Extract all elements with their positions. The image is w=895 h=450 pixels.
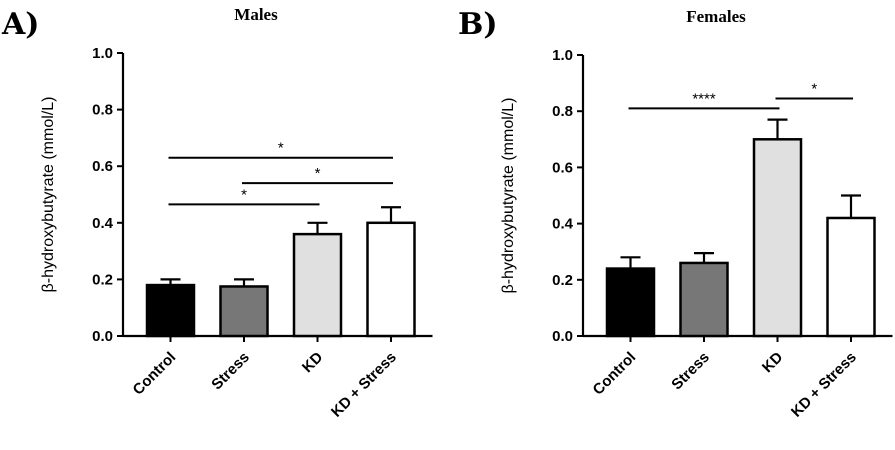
bar-3 [752, 138, 803, 338]
x-tick-label: Stress [208, 349, 252, 393]
y-tick-label: 0.0 [92, 328, 113, 345]
y-tick-label: 0.4 [92, 215, 114, 232]
y-tick-label: 1.0 [92, 45, 113, 62]
x-tick-label: KD + Stress [788, 349, 860, 421]
bar-2 [679, 261, 729, 338]
bar-4 [826, 216, 876, 338]
y-tick-label: 0.4 [552, 216, 574, 233]
bar-1 [605, 267, 656, 338]
y-tick-label: 1.0 [552, 47, 573, 64]
significance-label: **** [692, 90, 716, 107]
x-tick-label: KD [759, 349, 786, 376]
significance-label: * [241, 186, 247, 203]
y-tick-label: 0.6 [552, 159, 573, 176]
y-tick-label: 0.0 [552, 328, 573, 345]
y-tick-label: 0.2 [552, 272, 573, 289]
significance-label: * [315, 165, 321, 182]
panel-letter: B) [458, 7, 498, 42]
bar-1 [145, 283, 196, 338]
x-tick-label: KD [299, 349, 326, 376]
chart-title: Males [234, 5, 278, 24]
y-tick-label: 0.8 [552, 103, 573, 120]
y-axis-label: β-hydroxybutyrate (mmol/L) [40, 97, 57, 293]
significance-label: * [278, 140, 284, 157]
bar-2 [219, 285, 269, 338]
chart-panel-2: B) Females β-hydroxybutyrate (mmol/L) 0.0 0.… [458, 7, 893, 421]
y-axis-label: β-hydroxybutyrate (mmol/L) [500, 98, 517, 294]
y-tick-label: 0.6 [92, 158, 113, 175]
x-tick-label: KD + Stress [328, 349, 400, 421]
significance-label: * [811, 81, 817, 98]
x-tick-label: Control [130, 349, 180, 399]
panel-letter: A) [1, 7, 39, 42]
chart-panel-1: A) Males β-hydroxybutyrate (mmol/L) 0.0 0.2 0… [1, 5, 433, 421]
chart-title: Females [686, 7, 746, 26]
y-tick-label: 0.8 [92, 102, 113, 119]
x-tick-label: Stress [668, 349, 712, 393]
bar-4 [366, 221, 416, 338]
bar-3 [292, 232, 343, 338]
y-tick-label: 0.2 [92, 271, 113, 288]
x-tick-label: Control [590, 349, 640, 399]
